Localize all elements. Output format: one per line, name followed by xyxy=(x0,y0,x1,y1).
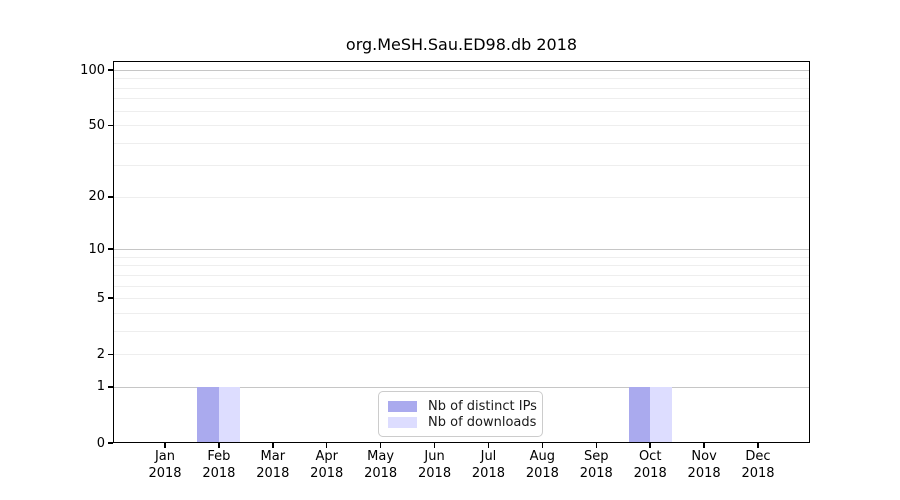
y-tick-label: 2 xyxy=(96,346,105,362)
bar-downloads-oct xyxy=(650,386,672,443)
major-gridline xyxy=(113,386,810,388)
y-tick-mark xyxy=(108,297,113,299)
minor-gridline xyxy=(113,312,810,314)
minor-gridline xyxy=(113,87,810,89)
y-tick-label: 1 xyxy=(96,379,105,395)
distinct-ips-swatch-icon xyxy=(388,400,417,412)
minor-gridline xyxy=(113,98,810,100)
x-tick-mark xyxy=(326,443,328,448)
x-tick-mark xyxy=(757,443,759,448)
plot-area xyxy=(113,61,810,443)
minor-gridline xyxy=(113,298,810,300)
x-tick-label: Sep 2018 xyxy=(579,449,613,481)
x-tick-mark xyxy=(649,443,651,448)
minor-gridline xyxy=(113,330,810,332)
minor-gridline xyxy=(113,125,810,127)
minor-gridline xyxy=(113,165,810,167)
x-tick-label: Feb 2018 xyxy=(202,449,236,481)
legend-label-distinct-ips: Nb of distinct IPs xyxy=(428,398,537,414)
minor-gridline xyxy=(113,142,810,144)
legend: Nb of distinct IPs Nb of downloads xyxy=(378,391,543,437)
legend-item-downloads: Nb of downloads xyxy=(388,414,536,430)
x-tick-label: Dec 2018 xyxy=(741,449,775,481)
minor-gridline xyxy=(113,110,810,112)
y-tick-mark xyxy=(108,124,113,126)
x-tick-label: May 2018 xyxy=(364,449,398,481)
y-tick-label: 5 xyxy=(96,290,105,306)
major-gridline xyxy=(113,249,810,251)
downloads-swatch-icon xyxy=(388,416,417,428)
legend-label-downloads: Nb of downloads xyxy=(428,414,537,430)
x-tick-label: Apr 2018 xyxy=(310,449,344,481)
y-tick-label: 100 xyxy=(80,62,105,78)
bar-downloads-feb xyxy=(218,386,241,443)
y-tick-mark xyxy=(108,353,113,355)
x-tick-mark xyxy=(379,443,382,448)
chart-title: org.MeSH.Sau.ED98.db 2018 xyxy=(345,35,578,54)
minor-gridline xyxy=(113,265,810,267)
y-tick-label: 10 xyxy=(88,241,105,257)
x-tick-mark xyxy=(541,443,544,448)
minor-gridline xyxy=(113,274,810,276)
y-tick-label: 0 xyxy=(96,435,105,451)
x-tick-mark xyxy=(703,443,705,448)
bar-distinct-ips-feb xyxy=(197,386,219,443)
y-tick-mark xyxy=(108,69,113,71)
x-tick-mark xyxy=(164,443,166,448)
y-tick-label: 50 xyxy=(88,117,105,133)
x-tick-label: Jun 2018 xyxy=(418,449,452,481)
x-tick-label: Mar 2018 xyxy=(256,449,290,481)
y-tick-mark xyxy=(108,442,113,444)
minor-gridline xyxy=(113,354,810,356)
minor-gridline xyxy=(113,196,810,198)
minor-gridline xyxy=(113,78,810,80)
y-tick-mark xyxy=(108,248,113,250)
major-gridline xyxy=(113,70,810,71)
x-tick-label: Nov 2018 xyxy=(687,449,721,481)
x-tick-label: Oct 2018 xyxy=(633,449,667,481)
y-tick-label: 20 xyxy=(88,189,105,205)
bar-distinct-ips-oct xyxy=(628,386,651,443)
x-tick-label: Jul 2018 xyxy=(471,449,505,481)
minor-gridline xyxy=(113,285,810,287)
x-tick-label: Aug 2018 xyxy=(525,449,559,481)
x-tick-label: Jan 2018 xyxy=(148,449,182,481)
y-tick-mark xyxy=(108,386,113,388)
legend-item-distinct-ips: Nb of distinct IPs xyxy=(388,398,537,414)
x-tick-mark xyxy=(272,443,274,448)
minor-gridline xyxy=(113,256,810,258)
x-tick-mark xyxy=(487,443,490,448)
x-tick-mark xyxy=(433,443,436,448)
y-tick-mark xyxy=(108,196,113,198)
x-tick-mark xyxy=(595,443,597,448)
x-tick-mark xyxy=(218,443,220,448)
